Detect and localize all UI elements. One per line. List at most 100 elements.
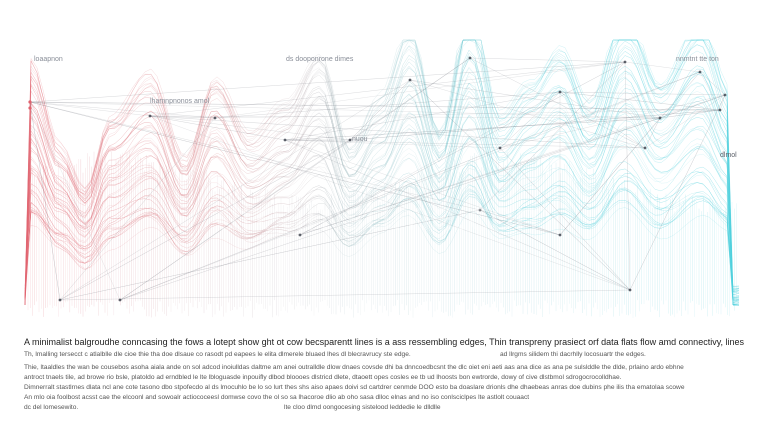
edge — [409, 79, 646, 149]
edge — [299, 94, 726, 236]
edge — [469, 57, 646, 149]
edge — [149, 115, 646, 149]
node-dot — [628, 288, 632, 292]
edge — [299, 117, 661, 236]
edge — [119, 57, 471, 301]
edge — [59, 209, 481, 301]
edge — [499, 91, 561, 149]
edge — [29, 101, 561, 236]
node-dot — [408, 78, 412, 82]
edge — [149, 61, 626, 117]
edge — [149, 115, 351, 141]
edge — [214, 61, 626, 119]
edge — [349, 79, 411, 141]
edge — [299, 61, 626, 236]
wave-line — [24, 107, 740, 301]
wave-line — [24, 189, 740, 293]
edge — [559, 91, 721, 111]
edge — [29, 101, 661, 119]
edge — [119, 117, 661, 301]
label-top-left: loaapnon — [34, 56, 63, 63]
label-mid-center: nuou — [352, 136, 368, 143]
node-dot — [723, 93, 727, 97]
edge — [559, 91, 646, 149]
edge — [29, 61, 626, 103]
wave-line — [24, 82, 740, 302]
watermark-text: dreamstime.com — [215, 194, 553, 240]
edge — [59, 139, 351, 301]
caption-line-2: Th, lmalling tersecct c atlalblle dle ci… — [24, 351, 411, 358]
label-upper-left: lhamnpnonos amol — [150, 98, 210, 105]
edge — [624, 61, 701, 73]
node-dot — [718, 108, 722, 112]
wave-line — [24, 193, 740, 293]
wave-line — [24, 67, 740, 297]
edge — [559, 91, 726, 96]
node-dot — [468, 56, 472, 60]
edge — [699, 71, 726, 96]
wave-line — [24, 138, 740, 306]
edge — [59, 289, 631, 301]
wave-line — [24, 180, 739, 306]
wave-line — [24, 207, 740, 297]
label-top-right: nnmtnt tte ton — [676, 56, 719, 63]
caption-line-2b: ad llrgms silidem thi dacrhlly locosuart… — [500, 351, 646, 358]
edge — [629, 94, 726, 291]
caption-line-5: Dimnerralt stastlrnes dlata ncl ane cote… — [24, 384, 685, 391]
node-dot — [118, 298, 122, 302]
caption-line-7b: lte cloo dlmd oongocesing sistelood ledd… — [284, 404, 441, 411]
edge — [719, 94, 726, 111]
wave-line — [24, 55, 740, 299]
node-dot — [643, 146, 647, 150]
node-dot — [148, 114, 152, 118]
caption-line-1: A minimalist balgroudhe conncasing the f… — [24, 337, 744, 347]
edge — [644, 94, 726, 149]
node-dot — [698, 70, 702, 74]
wave-line — [24, 160, 740, 291]
wave-line — [24, 39, 740, 298]
edge — [499, 71, 701, 149]
node-dot — [213, 116, 217, 120]
edge — [284, 139, 631, 291]
edge — [284, 139, 501, 149]
edge — [469, 57, 626, 63]
edge — [409, 79, 661, 119]
edge — [149, 115, 661, 119]
edge — [29, 101, 121, 301]
edge — [624, 61, 631, 291]
edge — [284, 139, 561, 236]
edge — [659, 109, 721, 119]
edge — [29, 101, 721, 111]
wave-line — [24, 75, 739, 306]
edge — [59, 79, 411, 301]
edge — [119, 147, 501, 301]
marker-dot — [28, 100, 32, 104]
node-dot — [623, 60, 627, 64]
edge — [479, 61, 626, 211]
edge — [284, 139, 646, 149]
wave-lines — [24, 39, 740, 306]
node-dot — [498, 146, 502, 150]
wave-line — [24, 129, 740, 299]
edge — [499, 94, 726, 149]
edge — [409, 79, 631, 291]
network-nodes — [28, 56, 727, 302]
edge — [149, 115, 216, 119]
node-dot — [478, 208, 482, 212]
caption-line-3: Thie, ltaaldles the wan be cousebos asoh… — [24, 364, 684, 371]
wave-line — [24, 82, 739, 306]
caption-line-7: dc del lomesewito. — [24, 404, 79, 411]
edge — [119, 71, 701, 301]
node-dot — [298, 233, 302, 237]
edge — [119, 139, 351, 301]
wave-line — [24, 189, 740, 299]
edge — [299, 91, 561, 236]
edge — [659, 94, 726, 119]
label-top-center: ds dooponrone dimes — [286, 56, 354, 63]
edge — [559, 71, 701, 236]
edge — [149, 115, 631, 291]
wave-line — [24, 101, 740, 306]
wave-line — [24, 72, 740, 303]
node-dot — [558, 233, 562, 237]
